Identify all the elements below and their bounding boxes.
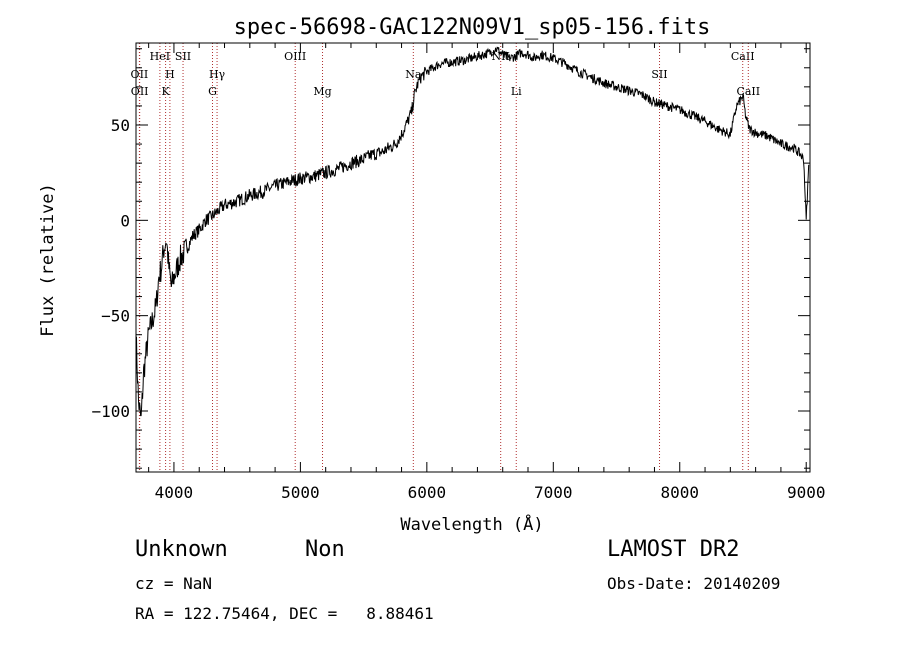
plot-frame	[135, 42, 811, 473]
object-class: Unknown	[135, 537, 228, 562]
y-axis-label: Flux (relative)	[38, 183, 58, 337]
spectral-line-label: Mg	[313, 85, 331, 98]
spectrum-series	[135, 46, 810, 417]
x-tick-label: 4000	[155, 483, 194, 502]
survey-name: LAMOST DR2	[607, 537, 740, 562]
y-tick-label: 0	[120, 211, 130, 230]
spectral-line-label: SII	[175, 50, 191, 63]
spectral-line-label: Na	[405, 68, 422, 81]
spectral-line-label: CaII	[731, 50, 755, 63]
y-tick-label: −100	[91, 402, 130, 421]
x-tick-label: 9000	[787, 483, 826, 502]
observation-date: Obs-Date: 20140209	[607, 574, 781, 593]
redshift-value: cz = NaN	[135, 574, 213, 593]
spectral-line-label: G	[208, 85, 217, 98]
axis-ticks	[136, 43, 810, 472]
spectral-line-markers: OIIOIIHeIHKSIIHγGOIIIMgNaNIILiSIICaIICaI…	[131, 43, 760, 472]
object-subclass: Non	[305, 537, 345, 562]
spectral-line-label: OII	[131, 85, 149, 98]
tick-labels: 4000 5000 6000 7000 8000 9000 −100 −50 0 50	[91, 116, 825, 502]
spectral-line-label: H	[165, 68, 175, 81]
spectral-line-label: Li	[511, 85, 522, 98]
y-tick-label: −50	[101, 307, 130, 326]
spectrum-line	[135, 46, 810, 417]
spectral-line-label: CaII	[736, 85, 760, 98]
spectral-line-label: HeI	[150, 50, 170, 63]
x-tick-label: 6000	[408, 483, 447, 502]
coordinates: RA = 122.75464, DEC = 8.88461	[135, 604, 434, 623]
spectral-line-label: SII	[651, 68, 667, 81]
x-tick-label: 8000	[660, 483, 699, 502]
spectral-line-label: OIII	[284, 50, 306, 63]
x-axis-label: Wavelength (Å)	[400, 513, 543, 535]
spectral-line-label: OII	[131, 68, 149, 81]
chart-title: spec-56698-GAC122N09V1_sp05-156.fits	[234, 15, 711, 40]
y-tick-label: 50	[111, 116, 130, 135]
spectral-line-label: K	[161, 85, 170, 98]
x-tick-label: 7000	[534, 483, 573, 502]
x-tick-label: 5000	[281, 483, 320, 502]
spectral-line-label: Hγ	[209, 68, 226, 81]
